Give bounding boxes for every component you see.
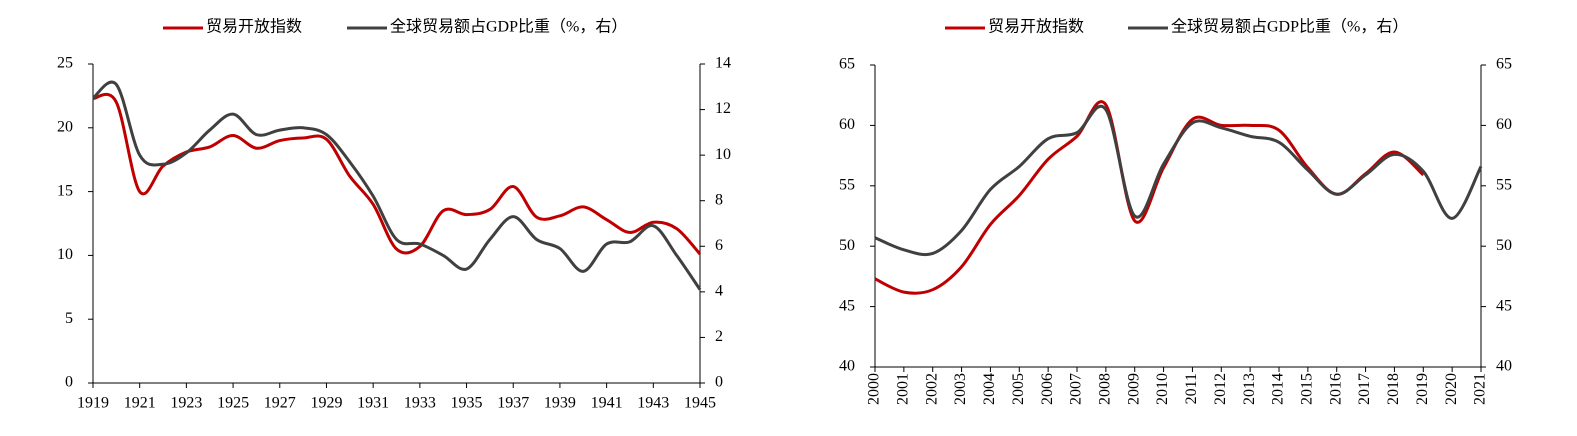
legend-label: 全球贸易额占GDP比重（%，右） xyxy=(390,18,627,36)
y-tick-label: 15 xyxy=(57,182,73,199)
x-tick-label: 1929 xyxy=(310,395,342,412)
y2-tick-label: 40 xyxy=(1496,358,1512,375)
y-tick-label: 60 xyxy=(839,116,855,133)
y-tick-label: 5 xyxy=(65,310,73,327)
y2-tick-label: 60 xyxy=(1496,116,1512,133)
y-tick-label: 40 xyxy=(839,358,855,375)
y2-tick-label: 14 xyxy=(715,55,731,72)
x-tick-label: 2020 xyxy=(1443,373,1460,405)
x-tick-label: 1943 xyxy=(637,395,669,412)
series-line xyxy=(92,80,702,291)
x-tick-label: 2011 xyxy=(1183,373,1200,404)
legend-label: 全球贸易额占GDP比重（%，右） xyxy=(1171,18,1408,36)
y-tick-label: 25 xyxy=(57,55,73,72)
x-tick-label: 1945 xyxy=(684,395,716,412)
x-tick-label: 2004 xyxy=(981,373,998,405)
x-tick-label: 1925 xyxy=(217,395,249,412)
x-tick-label: 1921 xyxy=(124,395,156,412)
y2-tick-label: 10 xyxy=(715,146,731,163)
x-tick-label: 2003 xyxy=(952,373,969,405)
x-tick-label: 2015 xyxy=(1299,373,1316,405)
x-tick-label: 2021 xyxy=(1472,373,1489,405)
y2-tick-label: 0 xyxy=(715,374,723,391)
x-tick-label: 2013 xyxy=(1241,373,1258,405)
x-tick-label: 1927 xyxy=(264,395,296,412)
x-tick-label: 2006 xyxy=(1039,373,1056,405)
x-tick-label: 2014 xyxy=(1270,373,1287,405)
y-tick-label: 45 xyxy=(839,297,855,314)
legend-label: 贸易开放指数 xyxy=(988,18,1084,36)
x-tick-label: 2009 xyxy=(1125,373,1142,405)
y2-tick-label: 8 xyxy=(715,191,723,208)
x-tick-label: 2007 xyxy=(1068,373,1085,405)
y2-tick-label: 12 xyxy=(715,100,731,117)
x-tick-label: 1923 xyxy=(170,395,202,412)
x-tick-label: 2000 xyxy=(866,373,883,405)
x-tick-label: 1939 xyxy=(544,395,576,412)
y-tick-label: 10 xyxy=(57,246,73,263)
x-tick-label: 2010 xyxy=(1154,373,1171,405)
series-line xyxy=(92,92,702,256)
legend-label: 贸易开放指数 xyxy=(206,18,302,36)
x-tick-label: 2018 xyxy=(1385,373,1402,405)
x-tick-label: 2008 xyxy=(1097,373,1114,405)
y-tick-label: 0 xyxy=(65,374,73,391)
y2-tick-label: 65 xyxy=(1496,56,1512,73)
y-tick-label: 65 xyxy=(839,56,855,73)
y-tick-label: 20 xyxy=(57,118,73,135)
x-tick-label: 1933 xyxy=(404,395,436,412)
x-tick-label: 2019 xyxy=(1414,373,1431,405)
y2-tick-label: 2 xyxy=(715,328,723,345)
x-tick-label: 1919 xyxy=(77,395,109,412)
y2-tick-label: 50 xyxy=(1496,237,1512,254)
series-line xyxy=(874,104,1483,257)
x-tick-label: 1935 xyxy=(451,395,483,412)
x-tick-label: 2002 xyxy=(923,373,940,405)
x-tick-label: 2017 xyxy=(1356,373,1373,405)
x-tick-label: 1931 xyxy=(357,395,389,412)
y-tick-label: 55 xyxy=(839,176,855,193)
x-tick-label: 2012 xyxy=(1212,373,1229,405)
y2-tick-label: 4 xyxy=(715,283,723,300)
x-tick-label: 2001 xyxy=(895,373,912,405)
y2-tick-label: 55 xyxy=(1496,176,1512,193)
x-tick-label: 2016 xyxy=(1327,373,1344,405)
x-tick-label: 2005 xyxy=(1010,373,1027,405)
y-tick-label: 50 xyxy=(839,237,855,254)
y2-tick-label: 45 xyxy=(1496,297,1512,314)
x-tick-label: 1937 xyxy=(497,395,529,412)
x-tick-label: 1941 xyxy=(591,395,623,412)
y2-tick-label: 6 xyxy=(715,237,723,254)
